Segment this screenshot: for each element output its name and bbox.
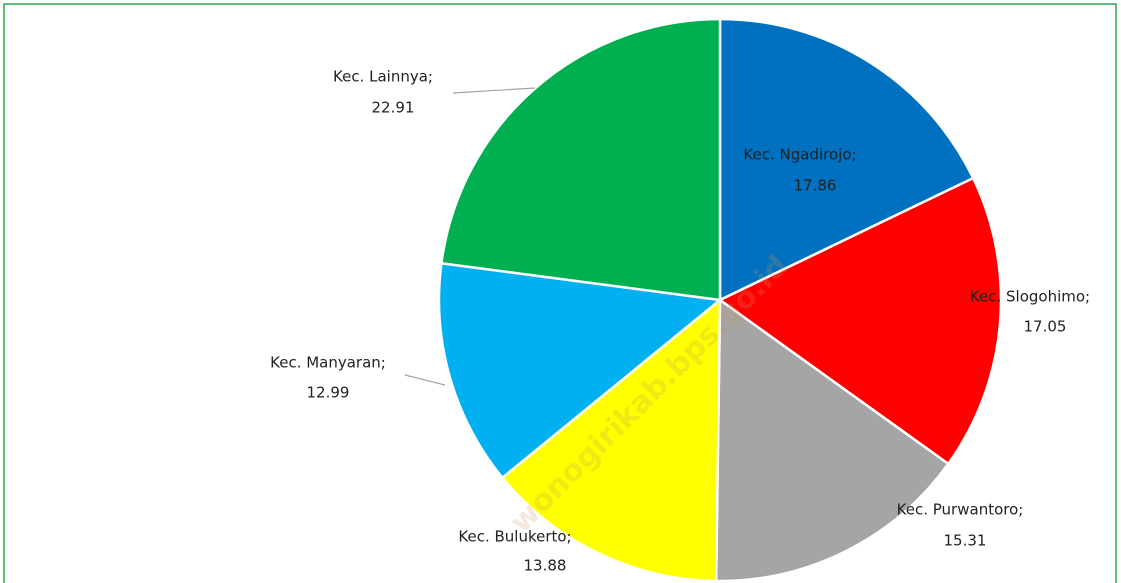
slice-label: Kec. Manyaran; bbox=[270, 354, 386, 372]
slice-label: Kec. Slogohimo; bbox=[970, 288, 1090, 306]
slice-value: 12.99 bbox=[307, 384, 350, 402]
slice-value: 13.88 bbox=[524, 557, 567, 575]
pie-slice bbox=[440, 17, 722, 302]
pie-slice bbox=[718, 17, 975, 302]
pie-slice bbox=[717, 176, 1003, 466]
leader-line bbox=[452, 87, 536, 94]
pie-slice bbox=[500, 297, 722, 583]
slice-value: 17.86 bbox=[794, 177, 837, 195]
pie bbox=[437, 17, 1003, 583]
leader-line bbox=[404, 374, 446, 386]
slice-label: Kec. Lainnya; bbox=[333, 68, 433, 86]
slice-label: Kec. Bulukerto; bbox=[458, 528, 571, 546]
slice-label: Kec. Purwantoro; bbox=[897, 501, 1024, 519]
slice-value: 22.91 bbox=[372, 99, 415, 117]
slice-label: Kec. Ngadirojo; bbox=[743, 146, 856, 164]
data-labels: Kec. Ngadirojo; 17.86 Kec. Slogohimo; 17.05… bbox=[270, 68, 1090, 575]
slice-value: 15.31 bbox=[944, 532, 987, 550]
pie-slice bbox=[437, 261, 724, 480]
slice-value: 17.05 bbox=[1024, 318, 1067, 336]
pie-slice bbox=[714, 297, 951, 583]
